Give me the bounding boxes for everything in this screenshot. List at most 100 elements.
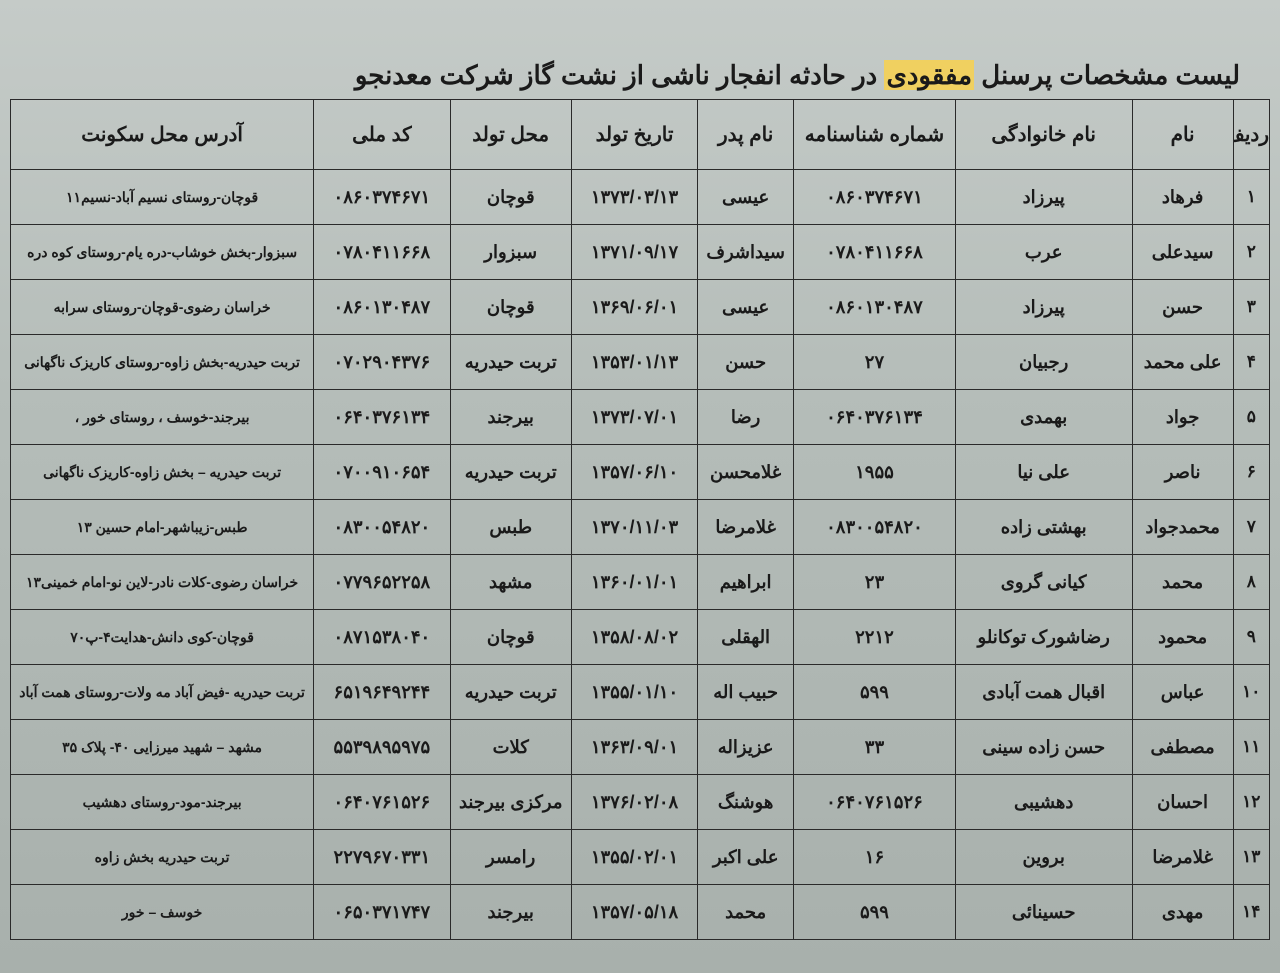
cell-national-id: ۰۷۷۹۶۵۲۲۵۸: [314, 555, 450, 610]
row-no: ۳: [1233, 280, 1269, 335]
cell-father: غلامحسن: [698, 445, 794, 500]
cell-name: عباس: [1132, 665, 1233, 720]
cell-father: عیسی: [698, 280, 794, 335]
cell-name: مهدی: [1132, 885, 1233, 940]
table-row: ۳حسنپیرزاد۰۸۶۰۱۳۰۴۸۷عیسی۱۳۶۹/۰۶/۰۱قوچان۰…: [11, 280, 1270, 335]
cell-pob: مشهد: [450, 555, 571, 610]
cell-lastname: علی نیا: [955, 445, 1132, 500]
cell-id-no: ۲۲۱۲: [794, 610, 956, 665]
cell-dob: ۱۳۵۷/۰۶/۱۰: [571, 445, 697, 500]
cell-name: فرهاد: [1132, 170, 1233, 225]
row-no: ۱۲: [1233, 775, 1269, 830]
cell-father: سیداشرف: [698, 225, 794, 280]
cell-pob: تربت حیدریه: [450, 665, 571, 720]
row-no: ۱: [1233, 170, 1269, 225]
cell-dob: ۱۳۶۳/۰۹/۰۱: [571, 720, 697, 775]
cell-dob: ۱۳۶۰/۰۱/۰۱: [571, 555, 697, 610]
cell-pob: تربت حیدریه: [450, 335, 571, 390]
cell-lastname: پیرزاد: [955, 170, 1132, 225]
header-national-id: کد ملی: [314, 100, 450, 170]
cell-pob: بیرجند: [450, 390, 571, 445]
header-father: نام پدر: [698, 100, 794, 170]
cell-father: هوشنگ: [698, 775, 794, 830]
cell-id-no: ۰۷۸۰۴۱۱۶۶۸: [794, 225, 956, 280]
cell-father: غلامرضا: [698, 500, 794, 555]
cell-id-no: ۰۶۴۰۷۶۱۵۲۶: [794, 775, 956, 830]
row-no: ۱۱: [1233, 720, 1269, 775]
cell-dob: ۱۳۵۳/۰۱/۱۳: [571, 335, 697, 390]
cell-father: حبیب اله: [698, 665, 794, 720]
cell-pob: سبزوار: [450, 225, 571, 280]
table-header-row: ردیف نام نام خانوادگی شماره شناسنامه نام…: [11, 100, 1270, 170]
row-no: ۲: [1233, 225, 1269, 280]
cell-pob: رامسر: [450, 830, 571, 885]
header-lastname: نام خانوادگی: [955, 100, 1132, 170]
cell-national-id: ۰۷۸۰۴۱۱۶۶۸: [314, 225, 450, 280]
cell-name: جواد: [1132, 390, 1233, 445]
cell-id-no: ۵۹۹: [794, 885, 956, 940]
row-no: ۱۳: [1233, 830, 1269, 885]
table-row: ۱۳غلامرضابروین۱۶علی اکبر۱۳۵۵/۰۲/۰۱رامسر۲…: [11, 830, 1270, 885]
cell-lastname: حسینائی: [955, 885, 1132, 940]
header-dob: تاریخ تولد: [571, 100, 697, 170]
cell-address: بیرجند-خوسف ، روستای خور ،: [11, 390, 314, 445]
cell-national-id: ۲۲۷۹۶۷۰۳۳۱: [314, 830, 450, 885]
row-no: ۷: [1233, 500, 1269, 555]
cell-pob: طبس: [450, 500, 571, 555]
cell-address: خراسان رضوی-کلات نادر-لاین نو-امام خمینی…: [11, 555, 314, 610]
cell-pob: مرکزی بیرجند: [450, 775, 571, 830]
cell-address: خوسف – خور: [11, 885, 314, 940]
table-row: ۸محمدکیانی گروی۲۳ابراهیم۱۳۶۰/۰۱/۰۱مشهد۰۷…: [11, 555, 1270, 610]
cell-national-id: ۰۷۰۲۹۰۴۳۷۶: [314, 335, 450, 390]
cell-id-no: ۰۸۳۰۰۵۴۸۲۰: [794, 500, 956, 555]
cell-lastname: کیانی گروی: [955, 555, 1132, 610]
cell-address: قوچان-روستای نسیم آباد-نسیم۱۱: [11, 170, 314, 225]
table-row: ۴علی محمدرجبیان۲۷حسن۱۳۵۳/۰۱/۱۳تربت حیدری…: [11, 335, 1270, 390]
cell-id-no: ۲۳: [794, 555, 956, 610]
cell-national-id: ۰۶۴۰۳۷۶۱۳۴: [314, 390, 450, 445]
cell-father: ابراهیم: [698, 555, 794, 610]
cell-address: خراسان رضوی-قوچان-روستای سرابه: [11, 280, 314, 335]
table-row: ۱۲احساندهشیبی۰۶۴۰۷۶۱۵۲۶هوشنگ۱۳۷۶/۰۲/۰۸مر…: [11, 775, 1270, 830]
cell-lastname: حسن زاده سینی: [955, 720, 1132, 775]
table-row: ۱فرهادپیرزاد۰۸۶۰۳۷۴۶۷۱عیسی۱۳۷۳/۰۳/۱۳قوچا…: [11, 170, 1270, 225]
cell-id-no: ۲۷: [794, 335, 956, 390]
cell-lastname: عرب: [955, 225, 1132, 280]
table-row: ۷محمدجوادبهشتی زاده۰۸۳۰۰۵۴۸۲۰غلامرضا۱۳۷۰…: [11, 500, 1270, 555]
cell-father: رضا: [698, 390, 794, 445]
table-row: ۱۱مصطفیحسن زاده سینی۳۳عزیزاله۱۳۶۳/۰۹/۰۱ک…: [11, 720, 1270, 775]
cell-address: تربت حیدریه – بخش زاوه-کاریزک ناگهانی: [11, 445, 314, 500]
cell-lastname: رضاشورک توکانلو: [955, 610, 1132, 665]
cell-dob: ۱۳۵۵/۰۱/۱۰: [571, 665, 697, 720]
title-suffix: در حادثه انفجار ناشی از نشت گاز شرکت معد…: [355, 60, 877, 90]
header-id-no: شماره شناسنامه: [794, 100, 956, 170]
cell-name: ناصر: [1132, 445, 1233, 500]
cell-father: علی اکبر: [698, 830, 794, 885]
table-row: ۹محمودرضاشورک توکانلو۲۲۱۲الهقلی۱۳۵۸/۰۸/۰…: [11, 610, 1270, 665]
cell-pob: تربت حیدریه: [450, 445, 571, 500]
cell-father: عزیزاله: [698, 720, 794, 775]
cell-national-id: ۰۸۳۰۰۵۴۸۲۰: [314, 500, 450, 555]
cell-dob: ۱۳۷۳/۰۳/۱۳: [571, 170, 697, 225]
cell-lastname: بروین: [955, 830, 1132, 885]
cell-id-no: ۱۶: [794, 830, 956, 885]
cell-national-id: ۰۸۷۱۵۳۸۰۴۰: [314, 610, 450, 665]
table-row: ۱۴مهدیحسینائی۵۹۹محمد۱۳۵۷/۰۵/۱۸بیرجند۰۶۵۰…: [11, 885, 1270, 940]
cell-name: محمدجواد: [1132, 500, 1233, 555]
cell-name: سیدعلی: [1132, 225, 1233, 280]
cell-name: مصطفی: [1132, 720, 1233, 775]
cell-dob: ۱۳۷۱/۰۹/۱۷: [571, 225, 697, 280]
cell-dob: ۱۳۵۸/۰۸/۰۲: [571, 610, 697, 665]
table-row: ۵جوادبهمدی۰۶۴۰۳۷۶۱۳۴رضا۱۳۷۳/۰۷/۰۱بیرجند۰…: [11, 390, 1270, 445]
cell-national-id: ۰۸۶۰۳۷۴۶۷۱: [314, 170, 450, 225]
page-title: لیست مشخصات پرسنل مفقودی در حادثه انفجار…: [10, 60, 1270, 99]
cell-id-no: ۳۳: [794, 720, 956, 775]
cell-dob: ۱۳۷۶/۰۲/۰۸: [571, 775, 697, 830]
header-row-no: ردیف: [1233, 100, 1269, 170]
cell-lastname: بهشتی زاده: [955, 500, 1132, 555]
row-no: ۱۰: [1233, 665, 1269, 720]
cell-address: بیرجند-مود-روستای دهشیب: [11, 775, 314, 830]
cell-id-no: ۰۶۴۰۳۷۶۱۳۴: [794, 390, 956, 445]
header-pob: محل تولد: [450, 100, 571, 170]
cell-father: الهقلی: [698, 610, 794, 665]
